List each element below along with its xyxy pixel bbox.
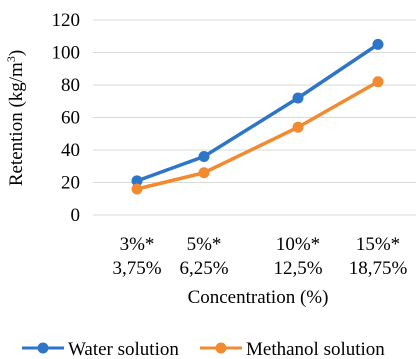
x-tick-label: 5%* <box>187 234 222 255</box>
y-tick-label: 120 <box>52 10 81 31</box>
y-tick-label: 80 <box>61 75 80 96</box>
legend-item-water-solution: Water solution <box>22 339 179 359</box>
y-tick-label: 40 <box>61 140 80 161</box>
x-tick-label: 3,75% <box>112 258 161 279</box>
gridlines <box>93 19 416 216</box>
data-point <box>198 167 210 179</box>
data-point <box>198 151 210 162</box>
x-tick-labels: 3%* 3,75% 5%* 6,25% 10%* 12,5% 15%* 18,75% <box>112 234 407 279</box>
data-point <box>131 183 143 195</box>
legend-methanol-label: Methanol solution <box>246 339 385 359</box>
series-water-solution <box>131 38 384 187</box>
x-tick-label: 3%* <box>120 234 155 255</box>
x-tick-label: 15%* <box>356 234 400 255</box>
series-methanol-solution <box>131 76 384 195</box>
legend-item-methanol-solution: Methanol solution <box>200 339 385 359</box>
x-tick-label: 10%* <box>276 234 320 255</box>
legend-water-label: Water solution <box>68 339 179 359</box>
x-tick-label: 6,25% <box>179 258 228 279</box>
series-lines <box>131 38 384 195</box>
data-point <box>131 175 143 187</box>
data-point <box>372 76 384 88</box>
x-tick-label: 12,5% <box>273 258 322 279</box>
legend-water-marker <box>37 342 49 354</box>
y-tick-label: 100 <box>52 43 81 64</box>
x-axis-title: Concentration (%) <box>188 287 329 308</box>
series-line <box>136 42 379 183</box>
y-tick-label: 20 <box>61 173 80 194</box>
y-tick-label: 0 <box>71 205 81 226</box>
data-point <box>292 121 304 133</box>
data-point <box>292 92 304 104</box>
x-tick-label: 18,75% <box>349 258 408 279</box>
legend: Water solution Methanol solution <box>22 339 385 359</box>
data-point <box>372 38 384 50</box>
series-line <box>136 80 379 191</box>
y-axis-title: Retention (kg/m3) <box>4 50 27 186</box>
y-tick-labels: 0 20 40 60 80 100 120 <box>52 10 81 226</box>
legend-methanol-marker <box>215 342 227 354</box>
y-tick-label: 60 <box>61 108 80 129</box>
